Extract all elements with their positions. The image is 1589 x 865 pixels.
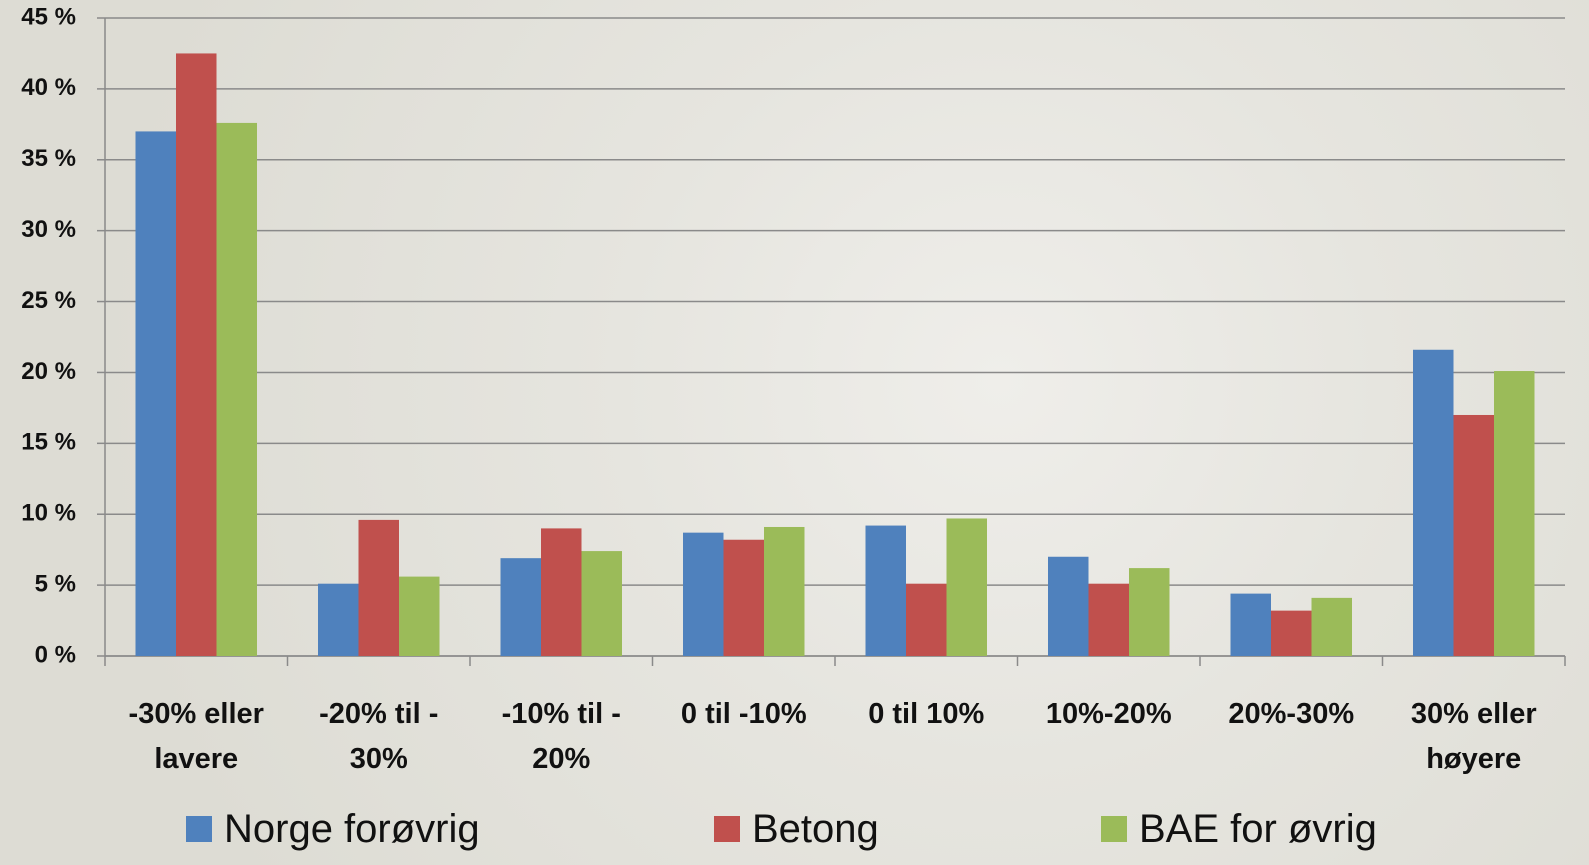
y-tick-label: 10 % <box>21 500 76 527</box>
y-tick-label: 0 % <box>35 641 76 668</box>
legend-swatch <box>714 816 740 842</box>
bar <box>358 519 399 656</box>
bar <box>500 558 541 656</box>
legend-item: Norge forøvrig <box>186 805 480 853</box>
y-tick-label: 40 % <box>21 74 76 101</box>
y-tick-label: 25 % <box>21 287 76 314</box>
x-tick-label: 10%-20% <box>1045 698 1172 730</box>
bar <box>581 551 622 656</box>
x-tick-label: 30% eller høyere <box>1410 698 1537 775</box>
bar <box>764 526 805 656</box>
bar <box>135 131 176 656</box>
bar <box>1088 583 1129 656</box>
y-tick-label: 45 % <box>21 3 76 30</box>
x-tick-label: 0 til -10% <box>680 698 807 730</box>
y-tick-label: 20 % <box>21 358 76 385</box>
bar <box>683 532 724 656</box>
bar <box>216 122 257 657</box>
legend-label: BAE for øvrig <box>1139 806 1377 851</box>
x-tick-label: 0 til 10% <box>868 698 985 730</box>
y-tick-label: 5 % <box>35 570 76 597</box>
bar <box>1048 556 1089 656</box>
bar <box>1494 371 1535 656</box>
x-tick-label: -20% til - 30% <box>319 698 439 775</box>
legend-swatch <box>186 816 212 842</box>
bar <box>946 518 987 656</box>
legend-label: Norge forøvrig <box>224 806 480 851</box>
bar <box>1271 610 1312 656</box>
legend-item: BAE for øvrig <box>1101 805 1377 853</box>
legend-label: Betong <box>752 806 879 851</box>
bar <box>1129 568 1170 656</box>
bar <box>1311 597 1352 656</box>
bar <box>1230 593 1271 656</box>
x-tick-label: -10% til - 20% <box>501 698 621 775</box>
bar <box>1413 349 1454 656</box>
bar <box>906 583 947 656</box>
bar <box>1453 414 1494 656</box>
legend-swatch <box>1101 816 1127 842</box>
y-tick-label: 30 % <box>21 216 76 243</box>
bar <box>541 528 582 656</box>
legend-item: Betong <box>714 805 879 853</box>
x-tick-label: -30% eller lavere <box>128 698 264 775</box>
bar <box>176 53 217 656</box>
y-tick-label: 35 % <box>21 145 76 172</box>
bar <box>865 525 906 656</box>
bar <box>723 539 764 656</box>
bar <box>399 576 440 656</box>
bar <box>318 583 359 656</box>
x-tick-label: 20%-30% <box>1228 698 1355 730</box>
y-tick-label: 15 % <box>21 429 76 456</box>
